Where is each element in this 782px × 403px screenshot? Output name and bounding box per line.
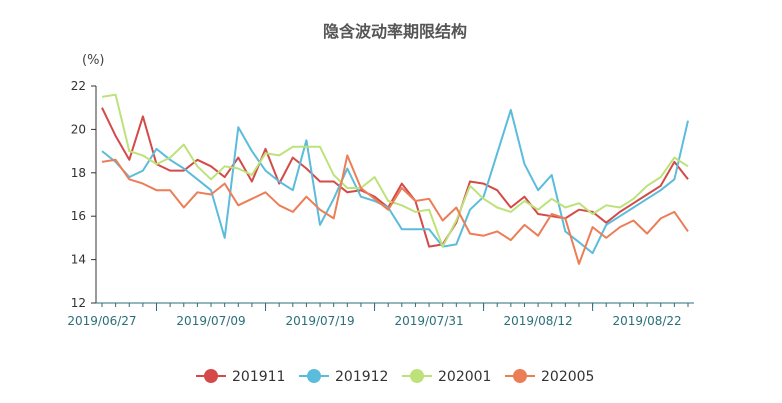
series-line-202001 xyxy=(101,93,689,248)
series-layer xyxy=(101,93,689,265)
legend-item-202001[interactable]: 202001 xyxy=(402,369,491,385)
series-line-201911 xyxy=(101,107,689,248)
legend-marker xyxy=(410,369,424,383)
y-tick-label: 22 xyxy=(71,79,86,93)
x-tick-label: 2019/07/09 xyxy=(176,314,245,328)
legend-item-202005[interactable]: 202005 xyxy=(505,369,594,385)
x-tick-label: 2019/06/27 xyxy=(67,314,136,328)
legend-label: 202001 xyxy=(438,369,491,385)
series-line-202005 xyxy=(101,154,689,265)
legend-label: 202005 xyxy=(541,369,594,385)
x-tick-label: 2019/08/12 xyxy=(504,314,573,328)
series-line-201912 xyxy=(101,108,689,255)
series-202001 xyxy=(101,93,689,248)
legend-label: 201911 xyxy=(232,369,285,385)
legend-item-201911[interactable]: 201911 xyxy=(196,369,285,385)
y-axis-unit: (%) xyxy=(82,53,105,68)
x-tick-label: 2019/07/31 xyxy=(394,314,463,328)
axes: 12 14 16 18 20 22 2019/06/27 2019/07/09 2019/07/… xyxy=(67,79,694,328)
legend-marker xyxy=(204,369,218,383)
chart-title: 隐含波动率期限结构 xyxy=(323,22,467,41)
legend-item-201912[interactable]: 201912 xyxy=(299,369,388,385)
x-tick-label: 2019/08/22 xyxy=(613,314,682,328)
legend-marker xyxy=(513,369,527,383)
series-201912 xyxy=(101,108,689,255)
legend[interactable]: 201911 201912 202001 202005 xyxy=(196,369,594,385)
y-tick-label: 12 xyxy=(71,296,86,310)
y-tick-label: 14 xyxy=(71,253,86,267)
series-201911 xyxy=(101,107,689,248)
x-tick-label: 2019/07/19 xyxy=(285,314,354,328)
y-tick-label: 18 xyxy=(71,166,86,180)
legend-marker xyxy=(307,369,321,383)
legend-label: 201912 xyxy=(335,369,388,385)
series-202005 xyxy=(101,154,689,265)
y-tick-label: 20 xyxy=(71,122,86,136)
y-tick-label: 16 xyxy=(71,209,86,223)
